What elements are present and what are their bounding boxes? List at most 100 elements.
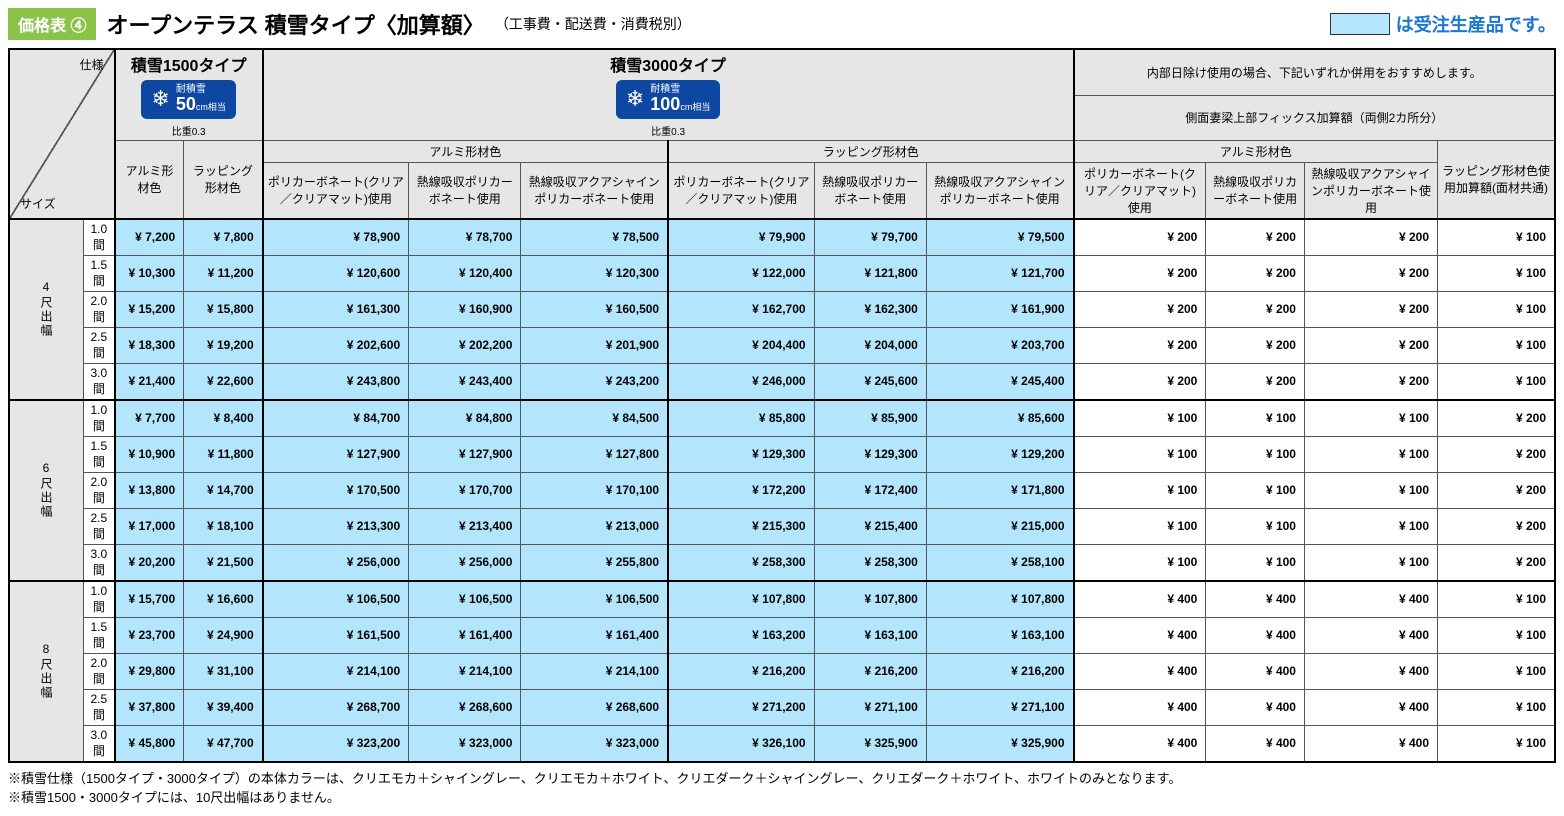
price-cell: ¥ 271,200 bbox=[668, 689, 814, 725]
price-cell: ¥ 170,500 bbox=[263, 472, 409, 508]
price-cell: ¥ 78,500 bbox=[521, 219, 668, 256]
price-cell: ¥ 162,700 bbox=[668, 291, 814, 327]
price-cell: ¥ 100 bbox=[1206, 544, 1305, 581]
price-cell: ¥ 107,800 bbox=[814, 581, 926, 618]
price-cell: ¥ 127,900 bbox=[409, 436, 521, 472]
price-cell: ¥ 100 bbox=[1438, 689, 1556, 725]
price-cell: ¥ 85,600 bbox=[926, 400, 1073, 437]
price-cell: ¥ 271,100 bbox=[926, 689, 1073, 725]
price-cell: ¥ 258,300 bbox=[814, 544, 926, 581]
price-cell: ¥ 213,300 bbox=[263, 508, 409, 544]
price-cell: ¥ 170,700 bbox=[409, 472, 521, 508]
legend: は受注生産品です。 bbox=[1330, 11, 1556, 37]
price-cell: ¥ 45,800 bbox=[115, 725, 184, 762]
col-alumi-1500: アルミ形材色 bbox=[115, 140, 184, 219]
price-cell: ¥ 215,300 bbox=[668, 508, 814, 544]
price-cell: ¥ 214,100 bbox=[521, 653, 668, 689]
price-cell: ¥ 106,500 bbox=[263, 581, 409, 618]
price-cell: ¥ 8,400 bbox=[184, 400, 263, 437]
table-row: 8尺出幅1.0間¥ 15,700¥ 16,600¥ 106,500¥ 106,5… bbox=[9, 581, 1555, 618]
price-cell: ¥ 121,800 bbox=[814, 255, 926, 291]
price-cell: ¥ 15,700 bbox=[115, 581, 184, 618]
price-cell: ¥ 200 bbox=[1206, 255, 1305, 291]
row-width: 3.0間 bbox=[84, 544, 115, 581]
price-cell: ¥ 170,100 bbox=[521, 472, 668, 508]
table-row: 4尺出幅1.0間¥ 7,200¥ 7,800¥ 78,900¥ 78,700¥ … bbox=[9, 219, 1555, 256]
price-cell: ¥ 200 bbox=[1074, 327, 1206, 363]
price-cell: ¥ 215,000 bbox=[926, 508, 1073, 544]
price-cell: ¥ 400 bbox=[1304, 689, 1437, 725]
price-cell: ¥ 258,300 bbox=[668, 544, 814, 581]
price-cell: ¥ 106,500 bbox=[409, 581, 521, 618]
price-cell: ¥ 200 bbox=[1438, 472, 1556, 508]
price-cell: ¥ 214,100 bbox=[409, 653, 521, 689]
col-shading-note: 内部日除け使用の場合、下記いずれか併用をおすすめします。 bbox=[1074, 49, 1555, 95]
price-cell: ¥ 200 bbox=[1438, 400, 1556, 437]
row-width: 2.5間 bbox=[84, 689, 115, 725]
price-cell: ¥ 200 bbox=[1074, 363, 1206, 400]
price-cell: ¥ 200 bbox=[1438, 508, 1556, 544]
price-cell: ¥ 161,500 bbox=[263, 617, 409, 653]
price-cell: ¥ 31,100 bbox=[184, 653, 263, 689]
price-cell: ¥ 24,900 bbox=[184, 617, 263, 653]
snow-badge-1500: ❄ 耐積雪 50cm相当 bbox=[141, 80, 235, 119]
price-cell: ¥ 200 bbox=[1206, 219, 1305, 256]
price-cell: ¥ 200 bbox=[1206, 291, 1305, 327]
price-cell: ¥ 129,300 bbox=[814, 436, 926, 472]
price-cell: ¥ 19,200 bbox=[184, 327, 263, 363]
price-cell: ¥ 100 bbox=[1074, 436, 1206, 472]
price-cell: ¥ 78,700 bbox=[409, 219, 521, 256]
price-cell: ¥ 84,700 bbox=[263, 400, 409, 437]
price-cell: ¥ 100 bbox=[1304, 472, 1437, 508]
price-cell: ¥ 400 bbox=[1074, 689, 1206, 725]
price-cell: ¥ 255,800 bbox=[521, 544, 668, 581]
table-row: 1.5間¥ 10,300¥ 11,200¥ 120,600¥ 120,400¥ … bbox=[9, 255, 1555, 291]
legend-swatch bbox=[1330, 13, 1390, 35]
price-cell: ¥ 256,000 bbox=[263, 544, 409, 581]
price-cell: ¥ 18,100 bbox=[184, 508, 263, 544]
price-cell: ¥ 245,600 bbox=[814, 363, 926, 400]
page-subtitle: （工事費・配送費・消費税別） bbox=[495, 14, 691, 34]
price-cell: ¥ 245,400 bbox=[926, 363, 1073, 400]
price-cell: ¥ 163,100 bbox=[814, 617, 926, 653]
price-cell: ¥ 204,000 bbox=[814, 327, 926, 363]
col-aqua-poly: 熱線吸収アクアシャインポリカーボネート使用 bbox=[926, 162, 1073, 219]
price-cell: ¥ 162,300 bbox=[814, 291, 926, 327]
price-cell: ¥ 171,800 bbox=[926, 472, 1073, 508]
table-row: 2.0間¥ 15,200¥ 15,800¥ 161,300¥ 160,900¥ … bbox=[9, 291, 1555, 327]
price-cell: ¥ 120,600 bbox=[263, 255, 409, 291]
row-width: 2.0間 bbox=[84, 653, 115, 689]
price-cell: ¥ 79,700 bbox=[814, 219, 926, 256]
price-cell: ¥ 7,800 bbox=[184, 219, 263, 256]
row-group-label: 6尺出幅 bbox=[9, 400, 84, 581]
price-cell: ¥ 85,800 bbox=[668, 400, 814, 437]
price-cell: ¥ 100 bbox=[1206, 436, 1305, 472]
col-poly-clear: ポリカーボネート(クリア／クリアマット)使用 bbox=[263, 162, 409, 219]
note-line: ※積雪仕様（1500タイプ・3000タイプ）の本体カラーは、クリエモカ＋シャイン… bbox=[8, 769, 1556, 789]
snow-badge-3000: ❄ 耐積雪 100cm相当 bbox=[616, 80, 720, 119]
price-cell: ¥ 13,800 bbox=[115, 472, 184, 508]
col-side-fix: 側面妻梁上部フィックス加算額（両側2カ所分） bbox=[1074, 95, 1555, 140]
legend-text: は受注生産品です。 bbox=[1396, 11, 1556, 37]
price-cell: ¥ 200 bbox=[1304, 327, 1437, 363]
price-cell: ¥ 100 bbox=[1304, 436, 1437, 472]
price-cell: ¥ 127,800 bbox=[521, 436, 668, 472]
table-row: 3.0間¥ 21,400¥ 22,600¥ 243,800¥ 243,400¥ … bbox=[9, 363, 1555, 400]
price-cell: ¥ 106,500 bbox=[521, 581, 668, 618]
col-wrap-1500: ラッピング形材色 bbox=[184, 140, 263, 219]
price-cell: ¥ 100 bbox=[1438, 581, 1556, 618]
price-cell: ¥ 200 bbox=[1304, 219, 1437, 256]
price-cell: ¥ 200 bbox=[1074, 291, 1206, 327]
price-cell: ¥ 100 bbox=[1206, 508, 1305, 544]
price-cell: ¥ 100 bbox=[1074, 508, 1206, 544]
price-cell: ¥ 200 bbox=[1304, 291, 1437, 327]
price-cell: ¥ 17,000 bbox=[115, 508, 184, 544]
row-width: 2.5間 bbox=[84, 327, 115, 363]
price-cell: ¥ 268,700 bbox=[263, 689, 409, 725]
price-cell: ¥ 256,000 bbox=[409, 544, 521, 581]
note-line: ※積雪1500・3000タイプには、10尺出幅はありません。 bbox=[8, 788, 1556, 808]
price-cell: ¥ 213,400 bbox=[409, 508, 521, 544]
price-cell: ¥ 400 bbox=[1304, 653, 1437, 689]
price-cell: ¥ 100 bbox=[1304, 544, 1437, 581]
page-header: 価格表 ④ オープンテラス 積雪タイプ〈加算額〉 （工事費・配送費・消費税別） … bbox=[8, 8, 1556, 40]
